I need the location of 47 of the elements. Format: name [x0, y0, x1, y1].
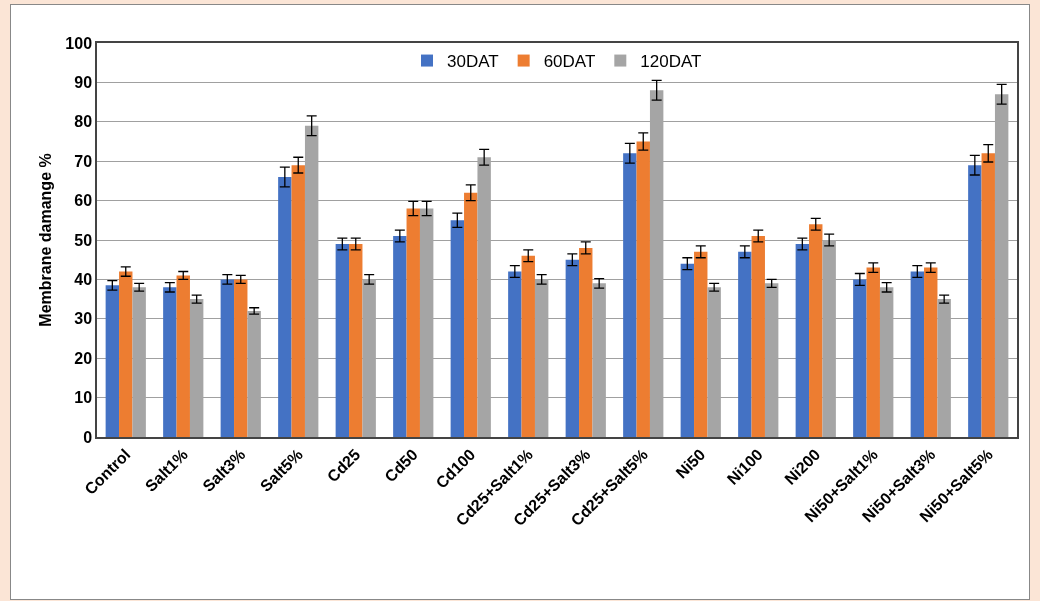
bar — [910, 271, 925, 437]
bar — [508, 271, 522, 437]
bar — [393, 236, 407, 437]
bar — [680, 263, 695, 437]
y-tick-label: 10 — [74, 389, 93, 407]
y-tick-label: 70 — [74, 152, 93, 170]
bar — [636, 141, 650, 437]
bar — [119, 271, 133, 437]
bar — [163, 287, 177, 437]
bar — [853, 279, 867, 437]
bar — [968, 165, 982, 437]
y-tick-label: 50 — [74, 231, 93, 249]
y-tick-label: 40 — [74, 271, 93, 288]
bar — [694, 251, 708, 437]
bar — [291, 165, 305, 437]
bar — [623, 153, 637, 437]
bar — [981, 153, 995, 437]
bar — [278, 176, 292, 437]
y-axis-title: Membrane damange % — [36, 153, 54, 327]
y-tick-label: 20 — [74, 349, 93, 367]
y-tick-label: 100 — [65, 34, 93, 52]
y-tick-label: 80 — [74, 113, 93, 131]
legend-label: 120DAT — [640, 52, 702, 72]
bar — [579, 247, 593, 437]
bar — [234, 279, 248, 437]
y-tick-label: 60 — [74, 192, 93, 210]
y-tick-label: 90 — [74, 74, 93, 91]
bar — [220, 279, 235, 437]
legend-label: 60DAT — [543, 52, 596, 72]
bar — [738, 251, 752, 437]
bar — [751, 236, 765, 437]
y-tick-label: 30 — [74, 310, 93, 328]
bar — [176, 275, 190, 437]
bar — [795, 243, 810, 437]
legend-label: 30DAT — [447, 52, 499, 72]
bar — [406, 208, 420, 437]
bar — [521, 255, 535, 437]
y-tick-label: 0 — [83, 428, 93, 446]
bar — [450, 220, 465, 437]
bar — [809, 224, 823, 437]
bar — [464, 192, 478, 437]
bar — [924, 267, 938, 437]
bar — [349, 243, 363, 437]
bar — [105, 285, 120, 437]
bar — [335, 243, 350, 437]
bar — [866, 267, 880, 437]
bar — [565, 259, 580, 437]
